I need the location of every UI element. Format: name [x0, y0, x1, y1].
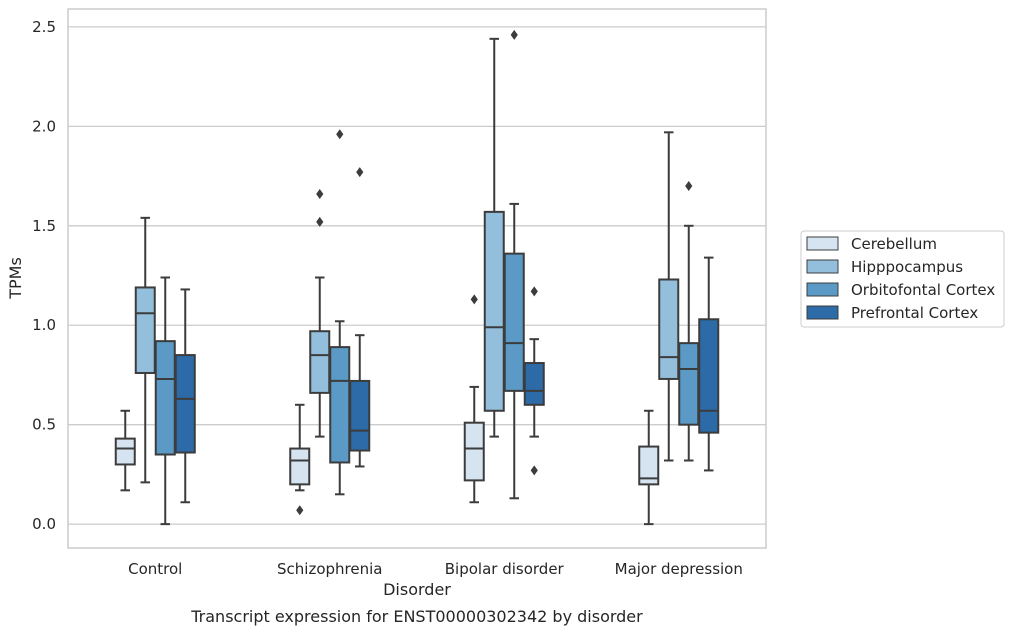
iqr-box [523, 362, 545, 406]
y-tick-label: 1.0 [32, 316, 56, 334]
iqr-box [503, 252, 525, 392]
iqr-box [134, 286, 156, 374]
box-orbitofontal-cortex [503, 29, 525, 500]
legend-swatch [806, 282, 839, 297]
outlier-point [316, 188, 324, 199]
iqr-box [483, 210, 505, 412]
x-tick-label: Schizophrenia [277, 560, 382, 578]
legend-label: Orbitofontal Cortex [851, 281, 995, 299]
box-prefrontal-cortex [523, 286, 545, 476]
legend-swatch [806, 236, 839, 251]
outlier-point [530, 286, 538, 297]
y-axis-label: TPMs [6, 257, 25, 300]
box-orbitofontal-cortex [154, 276, 176, 526]
box-prefrontal-cortex [174, 288, 196, 504]
x-tick-label: Major depression [615, 560, 743, 578]
outlier-point [530, 465, 538, 476]
legend-label: Hipppocampus [851, 258, 963, 276]
outlier-point [510, 29, 518, 40]
y-tick-label: 1.5 [32, 217, 56, 235]
legend-swatch [806, 259, 839, 274]
legend: Cerebellum Hipppocampus Orbitofontal Corte… [800, 230, 1005, 328]
outlier-point [356, 167, 364, 178]
outlier-point [296, 505, 304, 516]
iqr-box [349, 379, 371, 452]
outlier-point [316, 216, 324, 227]
outlier-point [336, 129, 344, 140]
box-groups [114, 29, 720, 526]
legend-label: Prefrontal Cortex [851, 304, 978, 322]
box-cerebellum [638, 409, 660, 526]
x-tick-label: Control [128, 560, 182, 578]
legend-swatch [806, 305, 839, 320]
y-tick-label: 0.5 [32, 416, 56, 434]
box-prefrontal-cortex [698, 256, 720, 472]
box-cerebellum [463, 294, 485, 504]
box-hipppocampus [134, 216, 156, 484]
iqr-box [638, 445, 660, 486]
box-prefrontal-cortex [349, 167, 371, 468]
box-hipppocampus [483, 37, 505, 438]
legend-label: Cerebellum [851, 235, 937, 253]
iqr-box [678, 342, 700, 426]
outlier-point [685, 181, 693, 192]
iqr-box [658, 278, 680, 380]
iqr-box [289, 447, 311, 486]
figure-caption: Transcript expression for ENST0000030234… [190, 607, 643, 626]
plot-frame [67, 8, 767, 549]
iqr-box [698, 318, 720, 434]
iqr-box [463, 421, 485, 482]
iqr-box [174, 354, 196, 454]
iqr-box [309, 330, 331, 394]
y-tick-label: 2.5 [32, 18, 56, 36]
y-tick-labels: 0.0 0.5 1.0 1.5 2.0 2.5 [32, 18, 56, 533]
legend-frame [800, 230, 1005, 328]
box-cerebellum [114, 409, 136, 492]
y-tick-label: 0.0 [32, 515, 56, 533]
box-hipppocampus [658, 131, 680, 462]
x-tick-label: Bipolar disorder [445, 560, 565, 578]
x-axis-label: Disorder [383, 580, 451, 599]
iqr-box [154, 340, 176, 456]
x-tick-labels: Control Schizophrenia Bipolar disorder Majo… [128, 560, 743, 578]
box-cerebellum [289, 403, 311, 516]
outlier-point [470, 294, 478, 305]
y-tick-label: 2.0 [32, 117, 56, 135]
iqr-box [114, 437, 136, 466]
iqr-box [329, 346, 351, 464]
